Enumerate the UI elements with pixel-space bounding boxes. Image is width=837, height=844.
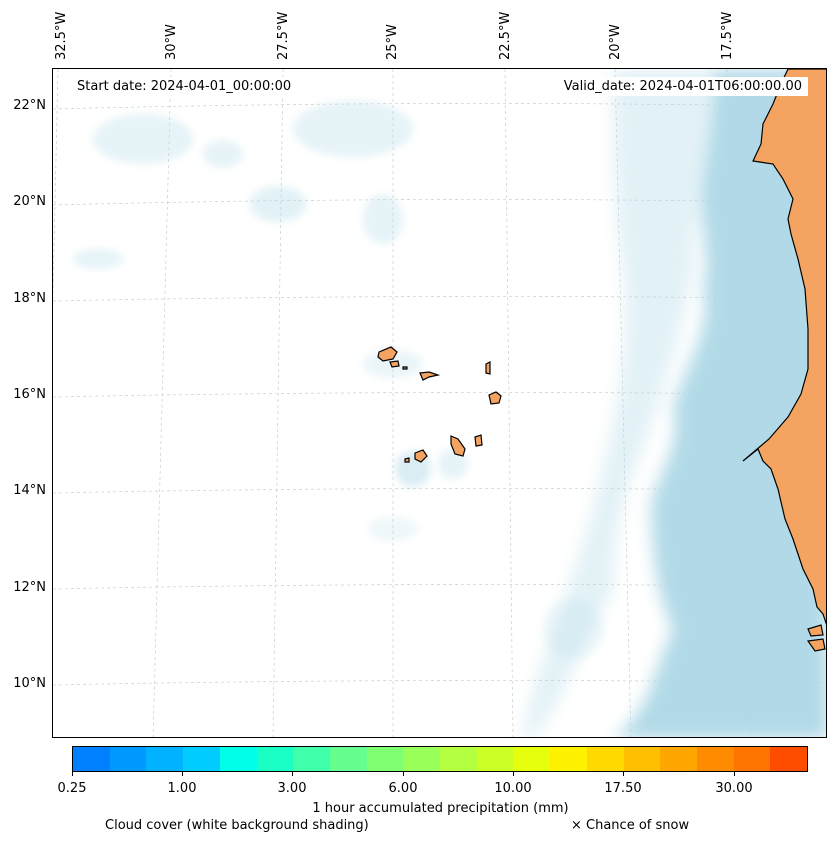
lat-label-16n: 16°N (13, 387, 46, 402)
lat-label-22n: 22°N (13, 98, 46, 113)
island-shape (806, 638, 826, 652)
lon-label-32-5w: 32.5°W (54, 11, 69, 60)
colorbar-tick-label: 0.25 (57, 781, 87, 796)
africa-land (742, 69, 826, 625)
colorbar-tick-label: 30.00 (715, 781, 753, 796)
cloud-patch (363, 194, 403, 244)
colorbar-swatch (329, 747, 367, 771)
island-boa-vista (488, 391, 502, 405)
colorbar-swatch (293, 747, 330, 771)
lat-label-14n: 14°N (13, 483, 46, 498)
meridian-line (614, 69, 632, 737)
lat-label-12n: 12°N (13, 580, 46, 595)
map-canvas (53, 69, 826, 737)
cloud-band-offshore (523, 69, 713, 737)
colorbar-swatch (513, 747, 551, 771)
colorbar-swatch (586, 747, 624, 771)
colorbar-tick (623, 772, 624, 776)
map-panel: Start date: 2024-04-01_00:00:00 Valid_da… (52, 68, 827, 738)
colorbar-tick-label: 10.00 (494, 781, 532, 796)
colorbar-swatch (109, 747, 147, 771)
lon-label-20w: 20°W (608, 24, 623, 60)
precipitation-colorbar (72, 746, 808, 772)
lon-label-30w: 30°W (164, 24, 179, 60)
colorbar-swatch (623, 747, 661, 771)
island-santa-luzia (402, 366, 408, 370)
colorbar-tick (292, 772, 293, 776)
precipitation-axis-title: 1 hour accumulated precipitation (mm) (312, 801, 569, 816)
cloud-patch (203, 140, 243, 168)
cloud-patch (250, 186, 306, 222)
cloud-patch (368, 517, 418, 541)
colorbar-tick-label: 3.00 (277, 781, 307, 796)
cloud-cover-legend: Cloud cover (white background shading) (105, 818, 369, 833)
colorbar-tick-label: 1.00 (167, 781, 197, 796)
lat-label-20n: 20°N (13, 194, 46, 209)
colorbar-swatch (660, 747, 697, 771)
island-sal (485, 361, 491, 375)
start-date-label: Start date: 2024-04-01_00:00:00 (71, 77, 298, 96)
cloud-patch (438, 449, 468, 479)
cloud-band-coastal (615, 69, 826, 737)
island-fogo (414, 449, 428, 463)
colorbar-swatch (73, 747, 110, 771)
colorbar-tick-label: 17.50 (604, 781, 642, 796)
lat-label-18n: 18°N (13, 291, 46, 306)
lon-label-22-5w: 22.5°W (498, 11, 513, 60)
colorbar-swatch (146, 747, 184, 771)
cloud-patch (543, 599, 603, 659)
colorbar-swatch (770, 747, 808, 771)
snow-chance-legend: × Chance of snow (571, 818, 690, 833)
colorbar-swatch (366, 747, 404, 771)
colorbar-swatch (696, 747, 734, 771)
meridian-line (504, 69, 514, 737)
cloud-patch (93, 114, 193, 164)
cloud-patch (73, 249, 123, 269)
cloud-patch (293, 101, 413, 157)
colorbar-swatch (476, 747, 514, 771)
colorbar-swatch (219, 747, 257, 771)
colorbar-tick (513, 772, 514, 776)
lon-label-25w: 25°W (385, 24, 400, 60)
colorbar-swatch (183, 747, 220, 771)
meridian-line (152, 69, 172, 737)
colorbar-tick-label: 6.00 (388, 781, 418, 796)
colorbar-tick (403, 772, 404, 776)
colorbar-swatch (256, 747, 294, 771)
island-shape (807, 624, 824, 637)
island-brava (404, 457, 410, 463)
cloud-cover (73, 69, 826, 737)
bijagos-islands (806, 624, 826, 652)
island-santo-antao (377, 346, 398, 362)
colorbar-tick (182, 772, 183, 776)
colorbar-swatch (440, 747, 477, 771)
colorbar-swatch (733, 747, 771, 771)
colorbar-swatch (403, 747, 441, 771)
lon-label-17-5w: 17.5°W (720, 11, 735, 60)
meridian-line (53, 69, 59, 308)
colorbar-tick (72, 772, 73, 776)
island-maio (474, 434, 483, 447)
cape-verde-islands (377, 346, 502, 463)
valid-date-label: Valid_date: 2024-04-01T06:00:00.00 (557, 77, 808, 96)
island-sao-vicente (389, 360, 400, 368)
meridian-line (272, 69, 284, 737)
colorbar-tick (734, 772, 735, 776)
island-santiago (450, 435, 466, 457)
lon-label-27-5w: 27.5°W (276, 11, 291, 60)
colorbar-swatch (550, 747, 587, 771)
island-sao-nicolau (419, 371, 441, 381)
lat-label-10n: 10°N (13, 676, 46, 691)
